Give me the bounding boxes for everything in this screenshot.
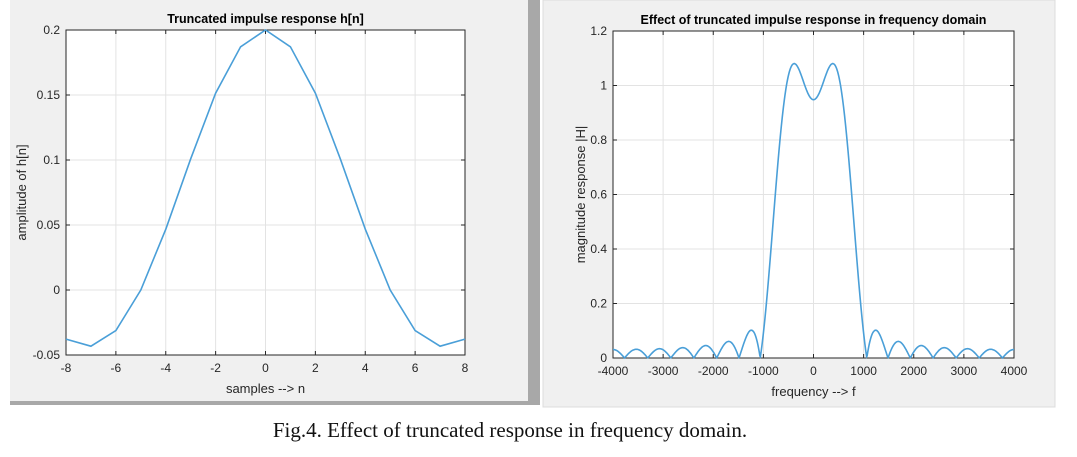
x-tick-label: 4000 — [1001, 364, 1028, 378]
x-tick-label: 1000 — [850, 364, 877, 378]
y-tick-label: 0.2 — [43, 23, 60, 37]
x-axis-label: frequency --> f — [771, 384, 856, 399]
x-tick-label: 4 — [362, 361, 369, 375]
y-tick-label: 0.8 — [590, 133, 607, 147]
y-tick-label: 0.15 — [37, 88, 61, 102]
y-axis-label: magnitude response |H| — [573, 126, 588, 264]
y-tick-label: 0.05 — [37, 218, 61, 232]
y-tick-label: 0.6 — [590, 188, 607, 202]
x-tick-label: -2 — [210, 361, 221, 375]
x-tick-label: 3000 — [951, 364, 978, 378]
x-tick-label: 2000 — [900, 364, 927, 378]
frequency-response-plot: -4000 -3000 -2000 -1000 0 1000 2000 3000 4000 0 0.… — [573, 13, 1028, 399]
x-tick-label: -4 — [160, 361, 171, 375]
plot-title: Effect of truncated impulse response in … — [641, 13, 987, 27]
y-tick-label: 0.1 — [43, 153, 60, 167]
left-panel-border — [528, 0, 540, 405]
y-tick-label: 0.2 — [590, 297, 607, 311]
x-tick-label: 6 — [412, 361, 419, 375]
plot-title: Truncated impulse response h[n] — [167, 12, 364, 26]
left-panel-bottom-border — [10, 401, 540, 405]
y-tick-label: -0.05 — [33, 348, 61, 362]
x-tick-label: -4000 — [598, 364, 629, 378]
y-tick-label: 0 — [53, 283, 60, 297]
figure-caption: Fig.4. Effect of truncated response in f… — [272, 418, 748, 442]
x-tick-label: -2000 — [698, 364, 729, 378]
y-tick-label: 1.2 — [590, 24, 607, 38]
y-tick-label: 0 — [600, 351, 607, 365]
data-line — [613, 62, 1014, 360]
x-tick-label: 0 — [810, 364, 817, 378]
x-tick-label: 8 — [462, 361, 469, 375]
x-tick-label: -3000 — [648, 364, 679, 378]
x-tick-label: -1000 — [748, 364, 779, 378]
x-tick-label: 0 — [262, 361, 269, 375]
x-axis-label: samples --> n — [226, 381, 305, 396]
impulse-response-plot: -8 -6 -4 -2 0 2 4 6 8 -0.05 0 0.05 0.1 0.15 0.2 Truncat… — [14, 12, 469, 396]
y-tick-label: 1 — [600, 79, 607, 93]
axes-box — [612, 30, 1015, 359]
x-tick-label: -6 — [111, 361, 122, 375]
x-tick-label: -8 — [61, 361, 72, 375]
y-tick-label: 0.4 — [590, 242, 607, 256]
x-tick-label: 2 — [312, 361, 319, 375]
y-axis-label: amplitude of h[n] — [14, 144, 29, 240]
data-line — [65, 29, 466, 348]
